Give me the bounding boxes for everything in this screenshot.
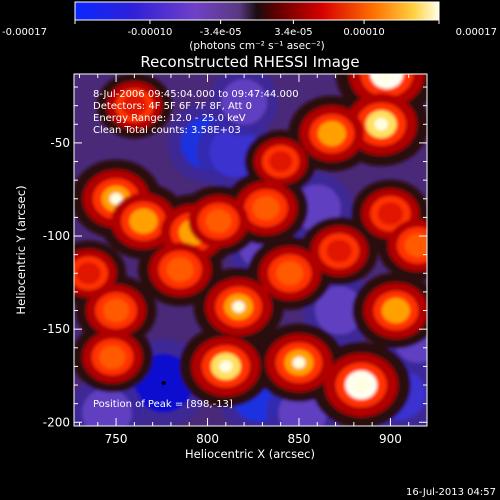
colorbar-tick-label: 0.00017 [456,27,497,38]
y-tick-label: -50 [50,136,70,150]
y-tick-label: -200 [43,415,70,429]
y-tick-label: -100 [43,229,70,243]
x-tick-label: 900 [379,432,402,446]
source-peak [232,300,246,313]
y-axis: -50 -100 -150 -200 [43,86,427,429]
source-core [276,261,304,286]
annotation-line: Detectors: 4F 5F 6F 7F 8F, Att 0 [93,101,252,112]
source-peak [219,360,233,373]
annotation-block: 8-Jul-2006 09:45:04.000 to 09:47:44.000D… [93,89,299,136]
source-core [129,208,158,234]
colorbar-tick-label: 0.00010 [343,27,384,38]
negative-region-core [315,286,364,335]
x-axis-label: Heliocentric X (arcsec) [185,447,315,461]
peak-position-label: Position of Peak = [898,-13] [93,399,233,410]
colorbar-tick-label: -3.4e-05 [200,27,242,38]
source-core [326,239,352,263]
colorbar-tick-label: -0.00017 [2,27,47,38]
negative-region-core [82,388,132,426]
annotation-line: Energy Range: 12.0 - 25.0 keV [93,113,246,124]
x-tick-label: 850 [288,432,311,446]
x-axis: 750 800 850 900 [78,74,428,446]
heatmap-image [74,74,427,426]
source-core [404,233,427,258]
annotation-line: Clean Total counts: 3.58E+03 [93,125,241,136]
source-peak [354,378,369,392]
source-core [102,298,130,323]
source-core [252,195,280,221]
source-core [205,209,232,233]
x-tick-label: 800 [196,432,219,446]
source-peak [292,356,306,369]
source-peak [109,192,123,205]
y-axis-label: Heliocentric Y (arcsec) [14,185,28,314]
source-core [76,262,101,285]
annotation-line: 8-Jul-2006 09:45:04.000 to 09:47:44.000 [93,89,299,100]
source-core [370,74,404,89]
colorbar-frame [74,1,440,21]
source-core [166,257,194,282]
y-tick-label: -150 [43,322,70,336]
source-core [377,202,404,226]
source-core [122,94,147,117]
source-core [99,345,126,369]
colorbar: -0.00017 -0.00010 -3.4e-05 3.4e-05 0.00010 0.… [2,1,497,52]
source-core [381,297,410,324]
source-core [317,120,346,147]
negative-region-core [221,79,267,125]
source-peak [374,118,389,131]
x-tick-label: 750 [105,432,128,446]
colorbar-tick-label: 3.4e-05 [274,27,312,38]
plot-frame [73,73,428,427]
colorbar-unit-label: (photons cm⁻² s⁻¹ asec⁻²) [189,40,324,52]
timestamp: 16-Jul-2013 04:57 [406,487,496,498]
colorbar-gradient [75,2,439,20]
chart-title: Reconstructed RHESSI Image [140,53,359,71]
colorbar-tick-label: -0.00010 [127,27,172,38]
minimum-marker [161,381,166,386]
source-core [269,151,293,172]
